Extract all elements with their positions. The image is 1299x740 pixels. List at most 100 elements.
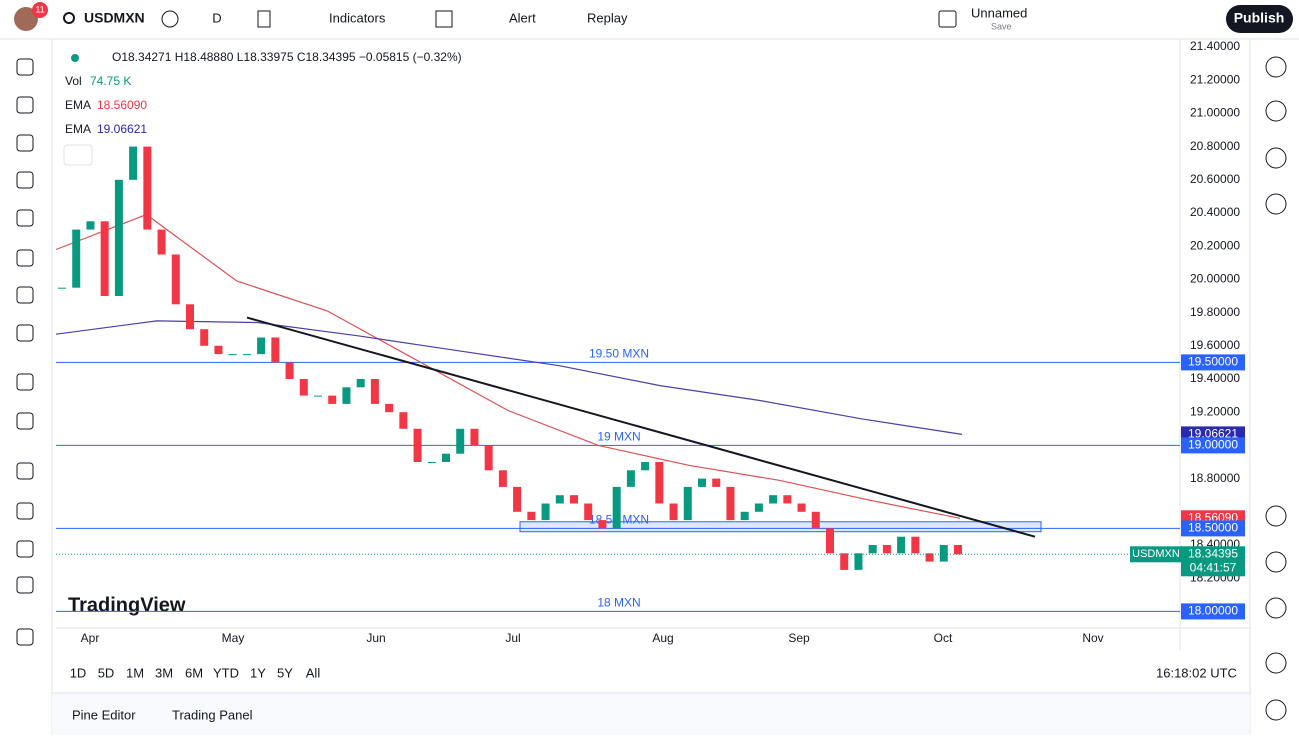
candle [186, 304, 194, 330]
candle [939, 544, 948, 562]
layout-checkbox[interactable] [938, 10, 957, 28]
panel-tab[interactable]: Pine Editor [72, 707, 136, 722]
tool-icon[interactable] [16, 412, 34, 430]
y-tick-label: 20.60000 [1190, 172, 1240, 186]
y-tick-label: 21.00000 [1190, 106, 1240, 120]
candle [413, 428, 422, 462]
collapse-legend[interactable] [63, 144, 93, 166]
x-tick-label: Sep [788, 631, 810, 645]
range-button[interactable]: 6M [185, 665, 203, 680]
side-icon[interactable] [1265, 699, 1287, 721]
tool-icon[interactable] [16, 171, 34, 189]
level-label: 19 MXN [597, 430, 640, 444]
candle [754, 503, 763, 512]
tool-icon[interactable] [16, 249, 34, 267]
candle [584, 503, 593, 521]
status-dot [71, 54, 79, 62]
candle [470, 428, 479, 446]
candle [712, 478, 721, 487]
side-icon[interactable] [1265, 147, 1287, 169]
indicators[interactable]: Indicators [329, 10, 386, 25]
x-tick-label: Nov [1082, 631, 1103, 645]
tool-icon[interactable] [16, 209, 34, 227]
panel-tab[interactable]: Trading Panel [172, 707, 253, 722]
side-icon[interactable] [1265, 193, 1287, 215]
side-icon[interactable] [1265, 551, 1287, 573]
candle [868, 544, 877, 554]
symbol-tag-bg [1130, 546, 1182, 563]
side-icon[interactable] [1265, 597, 1287, 619]
side-icon[interactable] [1265, 652, 1287, 674]
candle [328, 395, 337, 404]
range-button[interactable]: 5Y [277, 665, 293, 680]
tool-icon[interactable] [16, 286, 34, 304]
candle [100, 221, 109, 296]
badge-count: 11 [35, 4, 44, 14]
candle [114, 179, 123, 296]
replay[interactable]: Replay [587, 10, 628, 25]
publish-button[interactable] [1226, 5, 1293, 33]
candle [157, 229, 166, 255]
tool-icon[interactable] [16, 324, 34, 342]
candle [513, 486, 522, 512]
y-tick-label: 18.80000 [1190, 471, 1240, 485]
range-button[interactable]: All [306, 665, 321, 680]
price-label: 18.34395 [1188, 546, 1238, 560]
panel-bar [52, 693, 1250, 735]
ema-line [55, 213, 961, 519]
tool-icon[interactable] [16, 502, 34, 520]
tool-icon[interactable] [16, 96, 34, 114]
candle [257, 337, 266, 355]
y-tick-label: 19.80000 [1190, 305, 1240, 319]
candle [86, 221, 95, 230]
y-tick-label: 21.20000 [1190, 72, 1240, 86]
tool-icon[interactable] [16, 373, 34, 391]
tool-icon[interactable] [16, 576, 34, 594]
y-tick-label: 21.40000 [1190, 39, 1240, 53]
x-tick-label: Oct [934, 631, 953, 645]
range-button[interactable]: 1Y [250, 665, 266, 680]
ohlc: O18.34271 H18.48880 L18.33975 C18.34395 … [112, 50, 462, 64]
candle [299, 378, 308, 396]
alert[interactable]: Alert [509, 10, 536, 25]
candle [570, 495, 578, 504]
layout-name[interactable]: Unnamed [971, 5, 1027, 20]
candle [840, 553, 849, 570]
price-label-bg [1181, 603, 1245, 620]
range-button[interactable]: 1M [126, 665, 144, 680]
tool-icon[interactable] [16, 462, 34, 480]
candle [669, 503, 678, 521]
candle [242, 354, 251, 356]
range-button[interactable]: 5D [98, 665, 115, 680]
candle [200, 329, 209, 346]
tool-icon[interactable] [16, 58, 34, 76]
tool-icon[interactable] [16, 540, 34, 558]
avatar[interactable] [14, 7, 38, 31]
x-tick-label: Aug [652, 631, 673, 645]
tool-icon[interactable] [16, 134, 34, 152]
range-button[interactable]: YTD [213, 665, 239, 680]
side-icon[interactable] [1265, 56, 1287, 78]
side-icon[interactable] [1265, 505, 1287, 527]
tool-icon[interactable] [16, 628, 34, 646]
x-tick-label: Jul [505, 631, 520, 645]
candle [854, 553, 863, 570]
add-symbol[interactable] [161, 10, 179, 28]
candle [527, 511, 536, 521]
range-button[interactable]: 1D [70, 665, 87, 680]
y-tick-label: 20.00000 [1190, 272, 1240, 286]
symbol[interactable]: USDMXN [84, 10, 145, 26]
countdown: 04:41:57 [1190, 560, 1237, 574]
interval[interactable]: D [212, 10, 221, 25]
range-button[interactable]: 3M [155, 665, 173, 680]
layouts[interactable] [435, 10, 453, 28]
candle [271, 337, 280, 363]
y-tick-label: 20.20000 [1190, 238, 1240, 252]
candle [641, 461, 650, 471]
chart-type[interactable] [257, 10, 271, 28]
candle [811, 511, 820, 529]
side-icon[interactable] [1265, 100, 1287, 122]
